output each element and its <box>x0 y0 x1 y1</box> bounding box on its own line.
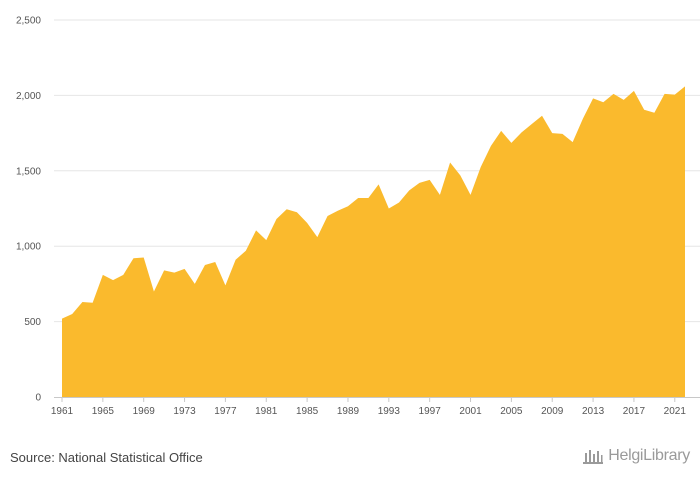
x-tick-label: 1989 <box>337 406 360 417</box>
logo-text: HelgiLibrary <box>608 447 690 464</box>
x-tick-label: 1977 <box>214 406 237 417</box>
x-tick-label: 1985 <box>296 406 319 417</box>
y-tick-label: 1,500 <box>16 166 41 177</box>
x-tick-label: 1965 <box>92 406 115 417</box>
x-tick-label: 1961 <box>51 406 74 417</box>
area-chart: 0 500 1,000 1,500 2,000 2,500 1961 1965 1969 197… <box>16 16 700 417</box>
y-tick-label: 2,000 <box>16 91 41 102</box>
x-tick-label: 1969 <box>133 406 156 417</box>
x-axis-ticks: 1961 1965 1969 1973 1977 1981 1985 1989 1993 1997… <box>51 397 686 417</box>
x-tick-label: 1973 <box>173 406 196 417</box>
x-tick-label: 1993 <box>378 406 401 417</box>
y-axis-ticks: 0 500 1,000 1,500 2,000 2,500 <box>16 16 41 404</box>
x-tick-label: 2005 <box>500 406 523 417</box>
x-tick-label: 2017 <box>623 406 646 417</box>
x-tick-label: 2021 <box>664 406 687 417</box>
x-tick-label: 2001 <box>459 406 482 417</box>
y-tick-label: 500 <box>24 317 41 328</box>
x-tick-label: 1981 <box>255 406 278 417</box>
x-tick-label: 2009 <box>541 406 564 417</box>
y-tick-label: 2,500 <box>16 16 41 27</box>
area-series <box>62 86 685 397</box>
library-building-icon <box>583 450 604 464</box>
x-tick-label: 2013 <box>582 406 605 417</box>
source-note: Source: National Statistical Office <box>10 450 203 465</box>
y-tick-label: 0 <box>35 393 41 404</box>
x-tick-label: 1997 <box>419 406 442 417</box>
helgi-library-logo: HelgiLibrary <box>582 447 690 465</box>
y-tick-label: 1,000 <box>16 242 41 253</box>
